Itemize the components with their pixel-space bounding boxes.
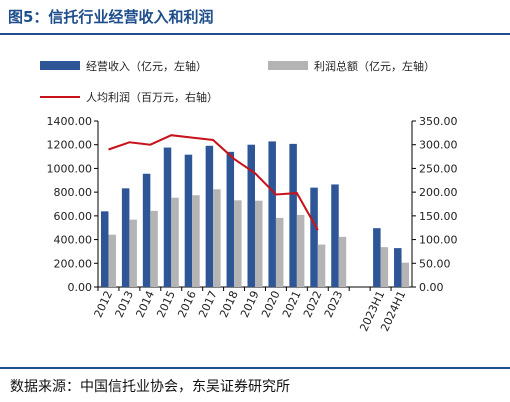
- bar-total-profit: [275, 217, 284, 287]
- right-axis-tick-label: 50.00: [419, 257, 451, 270]
- bar-total-profit: [338, 236, 347, 287]
- left-axis-tick-label: 800.00: [54, 186, 93, 199]
- right-axis-tick-label: 100.00: [419, 234, 458, 247]
- right-axis-tick-label: 250.00: [419, 162, 458, 175]
- left-axis-tick-label: 1200.00: [47, 139, 93, 152]
- bar-revenue: [184, 154, 193, 287]
- bar-revenue: [142, 173, 151, 287]
- bottom-rule: [0, 367, 510, 369]
- bar-total-profit: [171, 197, 179, 287]
- x-axis-tick-label: 2014: [133, 289, 157, 320]
- left-axis-tick-label: 0.00: [68, 281, 93, 294]
- left-axis-tick-label: 1000.00: [47, 162, 93, 175]
- x-axis-tick-label: 2015: [154, 289, 178, 320]
- x-axis-tick-label: 2018: [217, 289, 241, 320]
- x-axis-tick-label: 2023: [322, 289, 346, 320]
- bar-revenue: [247, 144, 255, 287]
- bar-revenue: [100, 211, 109, 287]
- legend-swatch-total-profit: [268, 61, 308, 70]
- bar-total-profit: [129, 219, 137, 287]
- x-axis-tick-label: 2017: [196, 289, 220, 320]
- bar-total-profit: [255, 200, 263, 287]
- bar-total-profit: [317, 244, 326, 287]
- bar-revenue: [268, 141, 276, 287]
- x-axis-tick-label: 2022: [301, 289, 325, 320]
- chart: 经营收入（亿元，左轴） 利润总额（亿元，左轴）人均利润（百万元，右轴）0.0020…: [40, 59, 458, 333]
- left-axis-tick-label: 200.00: [54, 257, 93, 270]
- source-note: 数据来源：中国信托业协会，东吴证券研究所: [10, 379, 290, 395]
- bar-revenue: [289, 143, 297, 287]
- x-axis-tick-label: 2021: [280, 289, 304, 320]
- bar-total-profit: [213, 189, 221, 287]
- title-rule: [0, 33, 510, 35]
- x-axis-tick-label: 2012: [92, 289, 116, 320]
- bar-total-profit: [234, 200, 242, 287]
- bar-total-profit: [150, 210, 158, 287]
- left-axis-tick-label: 600.00: [54, 210, 93, 223]
- bar-revenue: [394, 248, 402, 287]
- bar-revenue: [205, 145, 214, 287]
- bar-revenue: [373, 228, 381, 287]
- x-axis-tick-label: 2013: [113, 289, 137, 320]
- bar-revenue: [331, 184, 339, 287]
- bar-revenue: [226, 151, 235, 287]
- legend-label-total-profit: 利润总额（亿元，左轴）: [314, 59, 435, 73]
- right-axis-tick-label: 300.00: [419, 139, 458, 152]
- bar-revenue: [310, 187, 318, 287]
- x-axis-tick-label: 2016: [175, 289, 199, 320]
- bar-total-profit: [401, 262, 410, 287]
- legend-label-revenue: 经营收入（亿元，左轴）: [86, 59, 207, 73]
- line-per-capita-profit: [108, 134, 319, 231]
- bar-total-profit: [108, 234, 116, 287]
- legend-swatch-revenue: [40, 61, 80, 70]
- bar-revenue: [163, 147, 172, 287]
- bar-total-profit: [380, 247, 389, 287]
- left-axis-tick-label: 1400.00: [47, 115, 93, 128]
- bar-revenue: [121, 188, 130, 287]
- left-axis-tick-label: 400.00: [54, 234, 93, 247]
- right-axis-tick-label: 350.00: [419, 115, 458, 128]
- bar-total-profit: [192, 195, 200, 287]
- x-axis-tick-label: 2019: [238, 289, 262, 320]
- figure-title: 图5：信托行业经营收入和利润: [8, 8, 214, 26]
- right-axis-tick-label: 200.00: [419, 186, 458, 199]
- bar-total-profit: [296, 214, 305, 287]
- right-axis-tick-label: 150.00: [419, 210, 458, 223]
- right-axis-tick-label: 0.00: [419, 281, 444, 294]
- legend-label-per-capita: 人均利润（百万元，右轴）: [86, 90, 218, 104]
- x-axis-tick-label: 2020: [259, 289, 283, 320]
